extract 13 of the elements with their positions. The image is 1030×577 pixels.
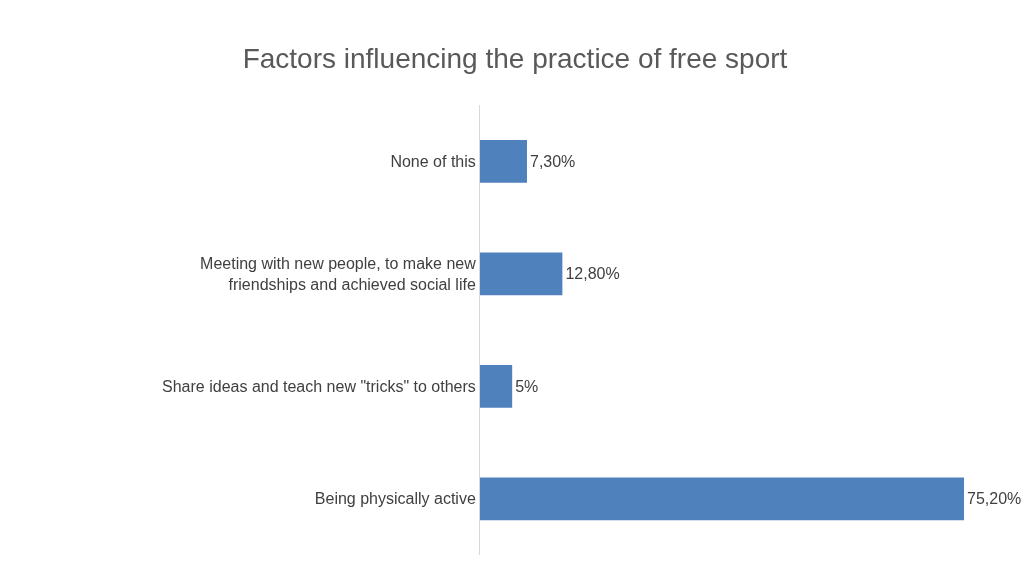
data-label: 12,80%	[565, 265, 620, 283]
chart-title: Factors influencing the practice of free sport	[242, 42, 788, 74]
bar	[480, 139, 527, 183]
data-label: 7,30%	[529, 152, 576, 170]
data-label: 75,20%	[967, 490, 1022, 508]
y-tick-label: Being physically active	[314, 490, 476, 508]
bar	[480, 477, 964, 521]
y-tick-label: None of this	[390, 152, 476, 170]
data-label: 5%	[515, 377, 539, 395]
bar	[480, 252, 563, 296]
y-tick-label: Meeting with new people, to make new friendships and achieved social life	[200, 254, 477, 293]
bar	[480, 364, 513, 408]
y-tick-label: Share ideas and teach new "tricks" to others	[162, 377, 476, 395]
